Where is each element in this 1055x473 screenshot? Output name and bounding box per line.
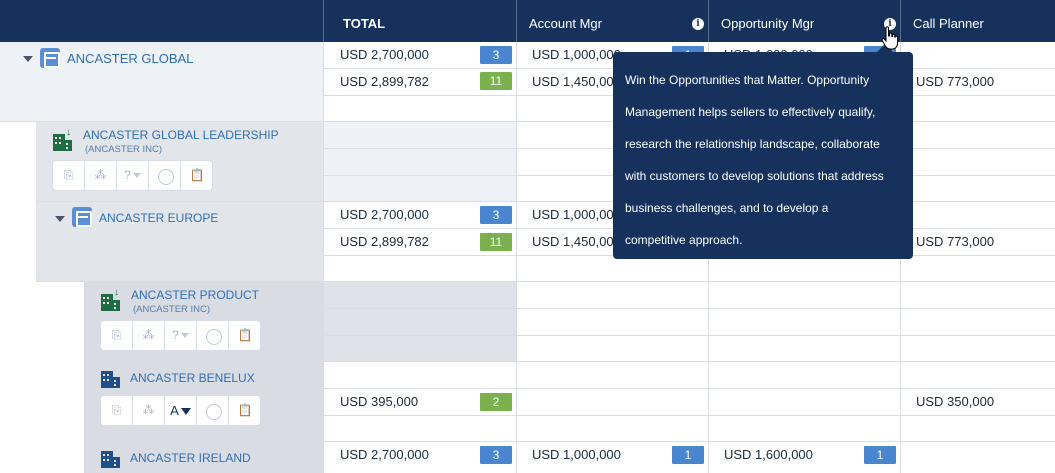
column-header-total-label: TOTAL [343,16,386,31]
building-icon [101,369,121,389]
hierarchy-icon[interactable]: ⁂ [133,321,165,350]
document-search-icon[interactable]: ⎘ [101,396,133,425]
column-header-account-mgr[interactable]: Account Mgr i [516,0,708,42]
count-badge[interactable]: 1 [864,446,896,464]
row-divider [84,441,1055,442]
tooltip-line: with customers to develop solutions that… [625,169,884,183]
total-amount: USD 395,000 [340,394,419,409]
column-divider [323,42,324,473]
clipboard-icon[interactable]: 📋 [237,403,253,417]
account-mgr-amount: USD 1,450,000 [532,234,621,249]
row-divider [323,415,1055,416]
clipboard-icon[interactable]: 📋 [189,168,205,182]
total-amount: USD 2,700,000 [340,207,429,222]
document-search-icon[interactable]: ⎘ [101,321,133,350]
value-picker-label: ? [172,328,179,342]
account-mgr-amount: USD 1,000,000 [532,47,621,62]
count-badge[interactable]: 1 [672,446,704,464]
total-amount: USD 2,899,782 [340,234,429,249]
value-picker-label: A [170,403,179,418]
value-picker[interactable]: ? [165,321,197,350]
hierarchy-icon[interactable]: ⁂ [133,396,165,425]
info-icon[interactable]: i [692,18,704,30]
count-badge[interactable]: 11 [480,233,512,251]
tree-indent-spacer [0,122,36,282]
column-header-call-planner-label: Call Planner [913,16,984,31]
entity-name[interactable]: ANCASTER IRELAND [130,451,251,465]
status-circle-icon[interactable] [149,161,181,190]
column-header-total[interactable]: TOTAL [323,0,516,42]
entity-name[interactable]: ANCASTER PRODUCT [131,288,260,302]
status-circle-icon[interactable] [197,321,229,350]
total-amount: USD 2,700,000 [340,447,429,462]
value-picker[interactable]: ? [117,161,149,190]
tooltip-line: Management helps sellers to effectively … [625,105,876,119]
column-header-opportunity-mgr[interactable]: Opportunity Mgr i [708,0,900,42]
tooltip-line: research the relationship landscape, col… [625,137,880,151]
expand-caret-icon[interactable] [23,56,33,62]
row-divider [0,121,1055,122]
entity-parent: (ANCASTER INC) [133,304,211,315]
building-hierarchy-icon: ↓ [53,127,73,152]
hand-cursor-icon [881,26,899,50]
clipboard-icon[interactable]: 📋 [237,328,253,342]
tooltip-line: business challenges, and to develop a [625,201,829,215]
row-divider [323,388,1055,389]
data-cell-empty [323,282,516,362]
document-search-icon[interactable]: ⎘ [53,161,85,190]
entity-name[interactable]: ANCASTER GLOBAL LEADERSHIP [83,128,279,142]
total-amount: USD 2,899,782 [340,74,429,89]
row-divider [323,308,1055,309]
tree-row-ancaster-ireland [84,442,323,473]
row-divider [36,201,1055,202]
tooltip-line: competitive approach. [625,233,743,247]
call-planner-amount: USD 773,000 [916,234,995,249]
status-circle-icon[interactable] [197,396,229,425]
expand-caret-icon[interactable] [55,216,65,222]
count-badge[interactable]: 2 [480,393,512,411]
count-badge[interactable]: 3 [480,206,512,224]
entity-parent: (ANCASTER INC) [85,144,163,155]
account-table-icon [72,207,92,227]
count-badge[interactable]: 11 [480,72,512,90]
tooltip-line: Win the Opportunities that Matter. Oppor… [625,73,870,87]
building-icon [101,449,121,469]
value-picker-label: ? [124,168,131,182]
data-cell-empty [323,122,516,202]
row-action-toolbar: ⎘ ⁂ ? 📋 [100,320,261,351]
column-header-call-planner[interactable]: Call Planner [900,0,1055,42]
building-hierarchy-icon: ↓ [101,287,121,312]
hierarchy-icon[interactable]: ⁂ [85,161,117,190]
row-divider [84,361,1055,362]
call-planner-amount: USD 773,000 [916,74,995,89]
entity-name[interactable]: ANCASTER BENELUX [130,371,255,385]
count-badge[interactable]: 3 [480,446,512,464]
total-amount: USD 2,700,000 [340,47,429,62]
opportunity-mgr-tooltip: Win the Opportunities that Matter. Oppor… [613,52,913,259]
entity-name[interactable]: ANCASTER EUROPE [99,211,219,225]
tree-indent-spacer [0,282,84,473]
call-planner-amount: USD 350,000 [916,394,995,409]
row-action-toolbar: ⎘ ⁂ ? 📋 [52,160,213,191]
account-mgr-amount: USD 1,000,000 [532,447,621,462]
column-header-account-mgr-label: Account Mgr [529,16,602,31]
account-mgr-amount: USD 1,450,000 [532,74,621,89]
row-divider [36,281,1055,282]
column-divider [516,42,517,473]
row-action-toolbar: ⎘ ⁂ A 📋 [100,395,261,426]
account-table-icon [40,48,60,68]
value-picker[interactable]: A [165,396,197,425]
account-mgr-amount: USD 1,000,000 [532,207,621,222]
row-divider [323,335,1055,336]
tooltip-pointer [877,44,893,52]
opportunity-mgr-amount: USD 1,600,000 [724,447,813,462]
column-header-opportunity-mgr-label: Opportunity Mgr [721,16,815,31]
count-badge[interactable]: 3 [480,46,512,64]
entity-name[interactable]: ANCASTER GLOBAL [67,51,194,66]
grid-header: TOTAL Account Mgr i Opportunity Mgr i Ca… [0,0,1055,42]
